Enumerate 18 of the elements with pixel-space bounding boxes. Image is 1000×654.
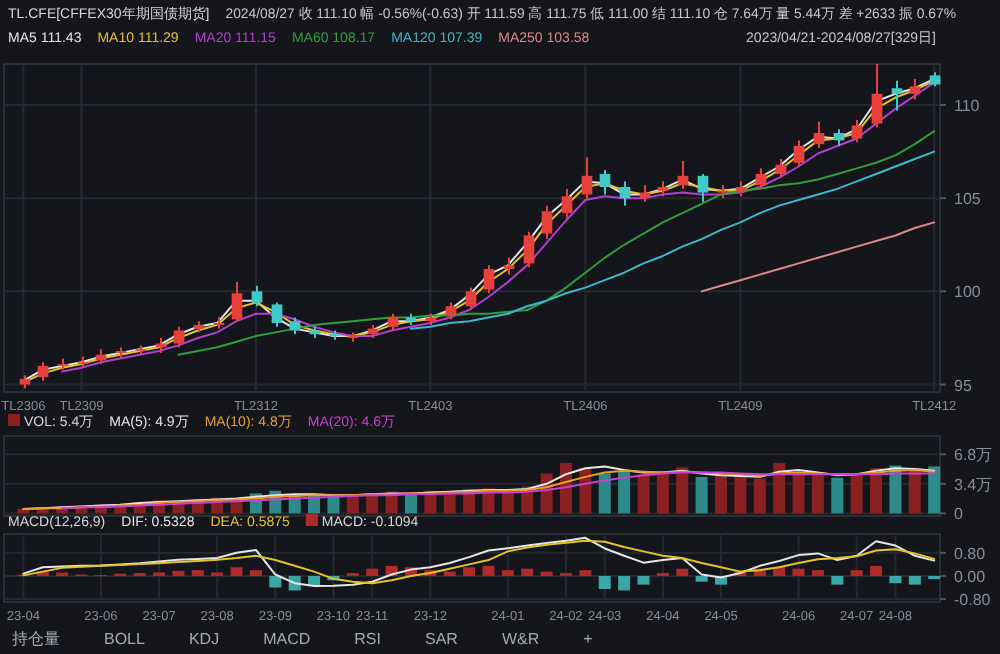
text: + [583, 630, 594, 648]
text: 持仓量 [12, 630, 60, 648]
y-tick-label: 0.00 [954, 567, 987, 586]
text: MACD [263, 630, 311, 648]
y-tick-label: 105 [954, 190, 982, 209]
text: SAR [425, 630, 459, 648]
y-tick-label: 6.8万 [954, 446, 993, 465]
text: KDJ [188, 630, 220, 648]
y-tick-label: 0 [954, 505, 964, 524]
y-tick-label: 95 [954, 376, 973, 395]
y-tick-label: 100 [954, 283, 982, 302]
y-tick-label: 110 [954, 97, 981, 115]
text: RSI [354, 630, 381, 648]
y-tick-label: -0.80 [954, 591, 992, 610]
y-tick-label: 0.80 [954, 544, 987, 563]
y-tick-label: 3.4万 [954, 475, 993, 494]
text: W&R [501, 630, 540, 648]
text: BOLL [104, 630, 147, 648]
